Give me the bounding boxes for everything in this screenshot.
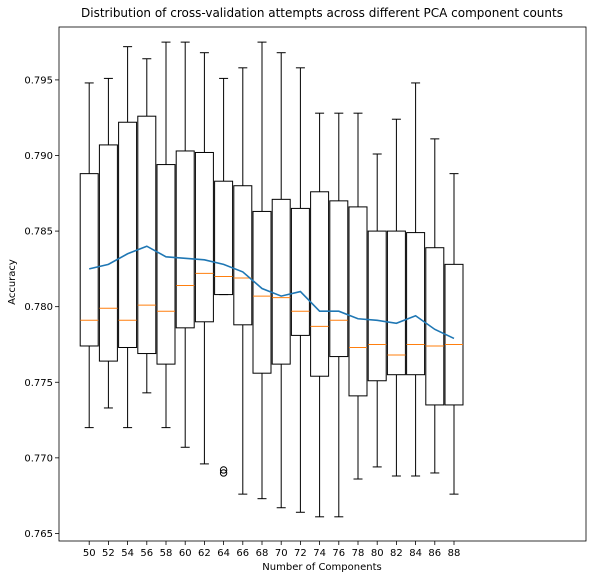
x-axis-label: Number of Components [262, 562, 381, 573]
box-72 [290, 67, 310, 513]
plot-area [58, 26, 587, 542]
x-tick-label: 64 [217, 548, 230, 559]
y-tick-label: 0.775 [24, 378, 53, 389]
box-50 [79, 82, 99, 429]
box-body [175, 150, 195, 329]
x-tick-label: 52 [102, 548, 115, 559]
y-tick-label: 0.795 [24, 75, 53, 86]
x-tick-label: 58 [160, 548, 173, 559]
box-66 [233, 67, 253, 495]
x-tick-label: 62 [198, 548, 211, 559]
x-tick-label: 50 [83, 548, 96, 559]
x-tick-label: 66 [236, 548, 249, 559]
box-body [156, 164, 176, 365]
y-tick-label: 0.790 [24, 151, 53, 162]
box-body [252, 210, 272, 374]
box-body [290, 207, 310, 336]
box-88 [444, 173, 464, 495]
x-axis: 50 52 54 56 58 60 62 64 66 68 70 72 74 76 78 80 82 84 86 88 [83, 541, 461, 559]
x-tick-label: 84 [409, 548, 422, 559]
box-body [329, 200, 349, 358]
y-tick-label: 0.780 [24, 302, 53, 313]
box-body [386, 230, 406, 376]
box-body [310, 191, 330, 377]
box-70 [271, 52, 291, 509]
box-68 [252, 41, 272, 500]
outlier-point [219, 469, 228, 477]
x-tick-label: 80 [371, 548, 384, 559]
box-52 [98, 77, 118, 409]
box-64 [214, 77, 234, 296]
box-body [118, 121, 138, 348]
x-tick-label: 60 [179, 548, 192, 559]
y-tick-label: 0.765 [24, 529, 53, 540]
x-tick-label: 76 [332, 548, 345, 559]
box-84 [406, 82, 426, 477]
y-axis-label: Accuracy [7, 259, 18, 305]
x-tick-label: 78 [352, 548, 365, 559]
x-tick-label: 82 [390, 548, 403, 559]
box-54 [118, 46, 138, 429]
box-62 [194, 52, 214, 465]
box-body [425, 247, 445, 406]
x-tick-label: 56 [140, 548, 153, 559]
plot-frame [58, 26, 587, 542]
box-body [233, 185, 253, 326]
box-78 [348, 112, 368, 480]
box-body [98, 144, 118, 362]
box-body [79, 173, 99, 347]
box-body [194, 151, 214, 323]
box-80 [367, 153, 387, 468]
y-tick-label: 0.770 [24, 453, 53, 464]
x-tick-label: 68 [256, 548, 269, 559]
outlier-point [219, 466, 228, 474]
box-74 [310, 112, 330, 518]
box-86 [425, 138, 445, 474]
x-tick-label: 74 [313, 548, 326, 559]
box-body [271, 198, 291, 365]
box-body [137, 115, 157, 355]
x-tick-label: 54 [121, 548, 134, 559]
y-axis: 0.765 0.770 0.775 0.780 0.785 0.790 0.795 [24, 75, 59, 540]
chart-title: Distribution of cross-validation attempt… [81, 6, 563, 20]
box-56 [137, 58, 157, 394]
x-tick-label: 86 [428, 548, 441, 559]
box-body [406, 232, 426, 376]
box-body [348, 206, 368, 397]
box-body [367, 230, 387, 382]
x-tick-label: 88 [448, 548, 461, 559]
box-60 [175, 41, 195, 448]
box-82 [386, 118, 406, 477]
mean-line [89, 245, 455, 340]
y-tick-label: 0.785 [24, 227, 53, 238]
box-58 [156, 41, 176, 429]
box-76 [329, 112, 349, 518]
x-tick-label: 70 [275, 548, 288, 559]
box-body [214, 180, 234, 296]
x-tick-label: 72 [294, 548, 307, 559]
